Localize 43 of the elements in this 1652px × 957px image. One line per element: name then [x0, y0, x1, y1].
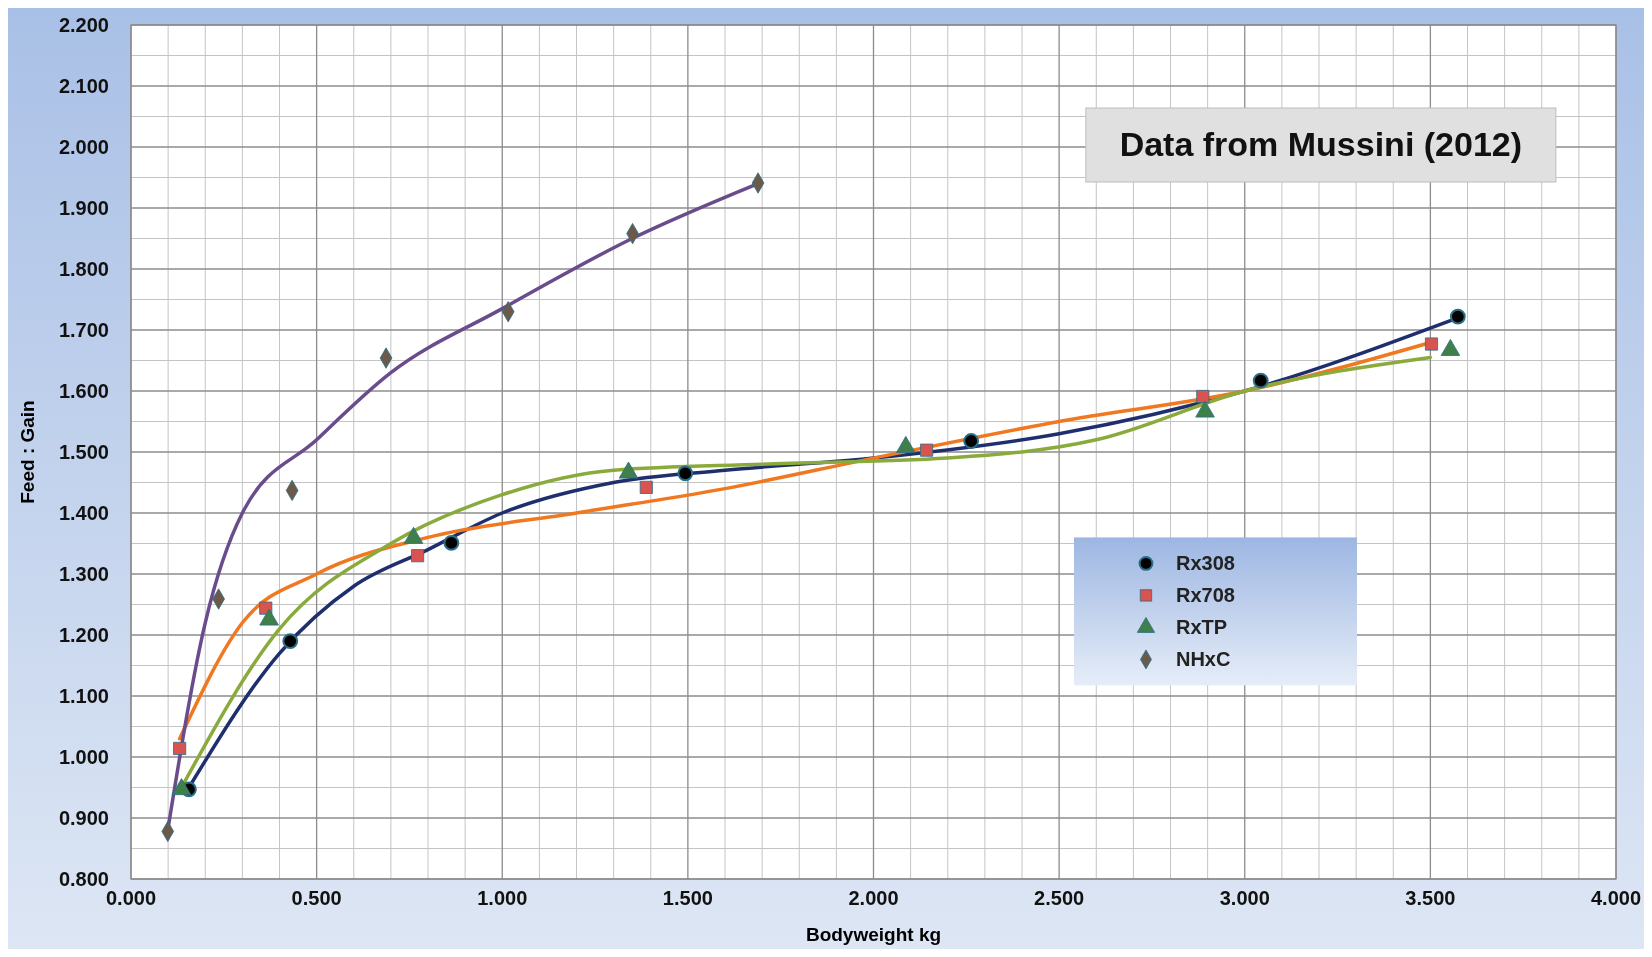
- x-tick-label: 0.000: [105, 887, 157, 909]
- x-tick-label: 2.500: [1034, 887, 1085, 909]
- point: [920, 443, 934, 457]
- point: [1196, 389, 1210, 404]
- annotation: Data from Mussini (2012): [1119, 125, 1523, 163]
- x-tick-label: 0.500: [291, 887, 342, 909]
- y-tick-label: 0.800: [58, 868, 109, 890]
- y-tick-label: 0.900: [58, 807, 109, 829]
- x-tick-label: 1.000: [477, 887, 528, 909]
- point: [639, 480, 653, 494]
- point: [411, 549, 425, 563]
- legend-label: Rx708: [1175, 584, 1235, 607]
- point: [677, 465, 694, 482]
- y-tick-label: 2.100: [58, 75, 109, 97]
- point: [173, 741, 187, 755]
- y-tick-label: 2.000: [58, 136, 109, 158]
- y-tick-label: 1.600: [58, 380, 109, 402]
- y-tick-label: 1.000: [58, 746, 109, 768]
- y-tick-label: 1.500: [58, 441, 109, 463]
- y-tick-label: 2.200: [58, 14, 109, 36]
- x-tick-label: 1.500: [662, 887, 713, 909]
- x-tick-label: 2.000: [848, 887, 899, 909]
- y-tick-label: 1.300: [58, 563, 109, 585]
- y-tick-label: 1.800: [58, 258, 109, 280]
- point: [282, 633, 299, 649]
- x-axis-title: Bodyweight kg: [805, 924, 942, 945]
- y-tick-label: 1.700: [58, 319, 109, 341]
- point: [1449, 308, 1466, 325]
- point: [443, 534, 460, 551]
- legend-label: NHxC: [1175, 648, 1231, 671]
- legend-label: Rx308: [1175, 552, 1235, 575]
- y-tick-label: 1.400: [58, 502, 109, 524]
- point: [1252, 372, 1269, 389]
- x-tick-label: 4.000: [1590, 887, 1642, 909]
- y-tick-label: 1.900: [58, 197, 109, 219]
- y-tick-label: 1.100: [58, 685, 109, 707]
- point: [963, 433, 980, 449]
- x-tick-label: 3.000: [1219, 887, 1270, 909]
- x-tick-label: 3.500: [1405, 887, 1456, 909]
- point: [1424, 337, 1439, 351]
- y-axis-title: Feed : Gain: [17, 400, 38, 504]
- y-tick-label: 1.200: [58, 624, 109, 646]
- legend-label: RxTP: [1175, 616, 1228, 639]
